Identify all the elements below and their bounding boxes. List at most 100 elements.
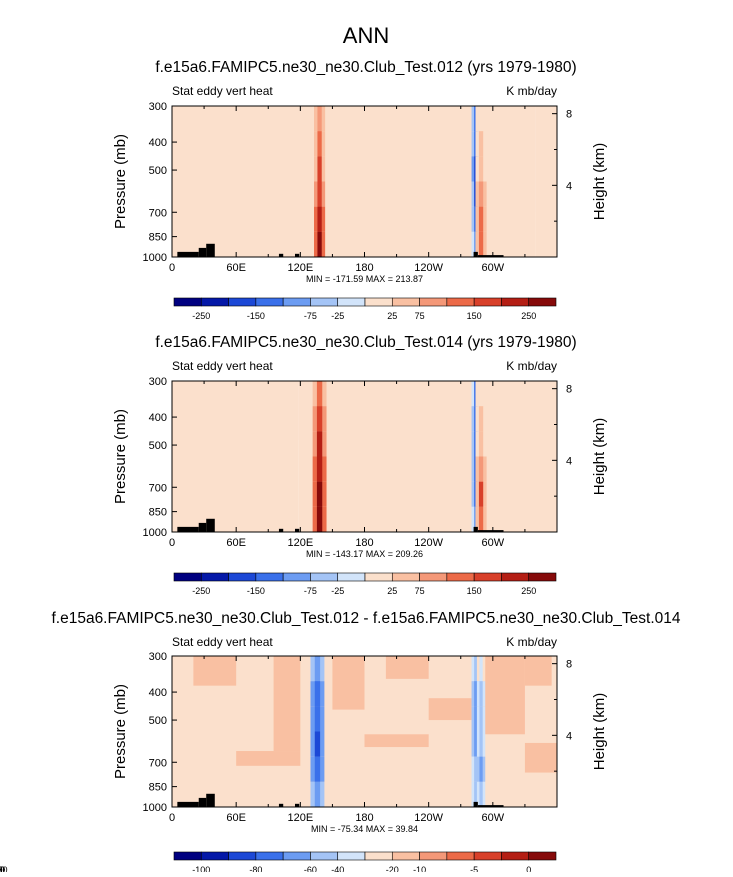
contour-region [492,459,531,532]
left-string: Stat eddy vert heat [172,84,273,98]
colorbar-box [364,572,393,582]
colorbar-box [337,572,366,582]
topography-block [473,801,478,807]
colorbar-label: -75 [304,586,317,596]
streak-core [478,431,484,457]
colorbar-label: 0 [526,865,531,872]
colorbar-box [228,851,257,861]
contour-region [364,734,429,748]
x-tick-label: 180 [355,812,373,824]
y-tick-label: 1000 [143,527,167,539]
right-axis-label: Height (km) [591,418,608,496]
colorbar-box [200,572,229,582]
topography-block [206,793,215,807]
contour-field [172,106,557,257]
colorbar-box [446,572,475,582]
y-tick-label: 400 [149,137,167,149]
colorbar-box [364,851,393,861]
streak-core [316,431,323,457]
colorbar-box [200,297,229,307]
y-tick-label: 850 [149,782,167,794]
streak-core [314,731,321,758]
colorbar-box [364,297,393,307]
colorbar-label: 40 [0,865,5,872]
contour-field [172,656,557,807]
contour-region [524,742,557,773]
y-axis-label: Pressure (mb) [112,409,129,504]
colorbar-box [419,572,448,582]
streak-core [478,406,484,432]
colorbar-label: -250 [192,586,210,596]
contour-region [482,656,525,735]
colorbar-box [282,851,311,861]
right-axis-label: Height (km) [591,693,608,771]
y-tick-label: 300 [149,651,167,663]
colorbar-box [310,297,339,307]
height-tick-label: 4 [566,730,572,742]
contour-region [236,219,274,257]
y-tick-label: 1000 [143,252,167,264]
topography-block [294,803,300,807]
contour-region [332,656,365,710]
streak-core [474,706,478,732]
colorbar-box [255,297,284,307]
colorbar-box [473,297,502,307]
colorbar-box [391,572,420,582]
streak-core [316,406,323,432]
topography-block [278,528,284,532]
topography-block [278,803,284,807]
topography-block [198,522,207,532]
streak-core [478,156,484,182]
streak-core [317,206,322,233]
colorbar-label: 250 [521,586,536,596]
contour-field [172,381,557,532]
x-tick-label: 0 [169,262,175,274]
x-tick-label: 60W [482,812,505,824]
colorbar-box [391,297,420,307]
streak-core [474,731,478,758]
streak-core [474,756,478,783]
topography-block [473,526,478,532]
colorbar-box [310,572,339,582]
min-max-label: MIN = -171.59 MAX = 213.87 [306,274,423,284]
y-tick-label: 300 [149,376,167,388]
colorbar-box [446,297,475,307]
streak-core [478,481,484,508]
height-tick-label: 8 [566,659,572,671]
height-tick-label: 4 [566,180,572,192]
colorbar-label: 100 [0,865,8,872]
colorbar: -250 -150 -75 -25 25 75 150 250 [173,572,557,596]
topography-block [177,251,199,257]
contour-region [273,381,299,440]
contour-region [364,179,408,196]
colorbar-label: -150 [247,586,265,596]
colorbar-box [310,851,339,861]
streak-core [316,481,323,508]
height-tick-label: 8 [566,109,572,121]
colorbar-box [501,297,530,307]
streak-core [317,181,322,208]
contour-region [428,698,472,721]
x-tick-label: 120W [414,262,443,274]
streak-core [317,131,322,157]
streak-core [478,106,484,132]
streak-core [479,781,483,807]
x-tick-label: 180 [355,537,373,549]
min-max-label: MIN = -143.17 MAX = 209.26 [306,549,423,559]
y-tick-label: 300 [149,101,167,113]
contour-region [508,106,536,213]
x-tick-label: 60W [482,537,505,549]
streak-core [474,781,478,807]
x-tick-label: 60E [226,537,246,549]
panel-title: f.e15a6.FAMIPC5.ne30_ne30.Club_Test.012 … [51,610,680,627]
panel-3: f.e15a6.FAMIPC5.ne30_ne30.Club_Test.012 … [0,610,681,875]
colorbar-box [282,297,311,307]
contour-region [439,106,474,257]
topography-block [477,805,504,807]
y-tick-label: 700 [149,482,167,494]
x-tick-label: 120W [414,537,443,549]
colorbar-box [391,851,420,861]
colorbar-label: -80 [249,865,262,872]
colorbar-label: -5 [470,865,478,872]
x-tick-label: 120E [287,812,313,824]
